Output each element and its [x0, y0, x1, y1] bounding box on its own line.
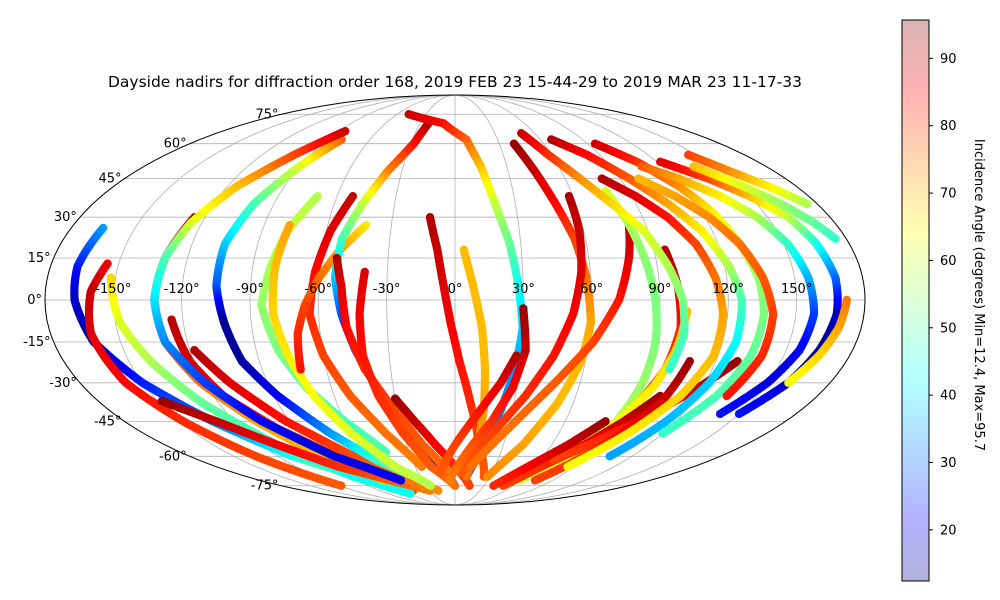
data-point	[722, 391, 731, 401]
grid-meridian	[454, 94, 798, 506]
data-point	[605, 452, 614, 461]
data-point	[445, 476, 454, 485]
data-point	[434, 486, 443, 495]
data-tracks	[70, 110, 851, 499]
data-point	[406, 489, 415, 499]
chart-title: Dayside nadirs for diffraction order 168…	[108, 73, 802, 91]
data-point	[337, 481, 346, 490]
data-point	[396, 476, 406, 485]
grid-meridian	[454, 94, 729, 506]
data-point	[715, 409, 725, 419]
data-point	[296, 365, 305, 374]
data-point	[489, 481, 498, 490]
data-point	[665, 365, 674, 374]
data-point	[426, 481, 436, 490]
data-point	[417, 462, 427, 472]
data-point	[436, 468, 445, 478]
data-point	[466, 462, 476, 472]
data-point	[658, 429, 667, 438]
grid-meridian	[181, 94, 456, 506]
data-point	[530, 476, 540, 485]
data-point	[465, 481, 474, 490]
data-point	[483, 472, 492, 481]
data-point	[563, 462, 572, 472]
